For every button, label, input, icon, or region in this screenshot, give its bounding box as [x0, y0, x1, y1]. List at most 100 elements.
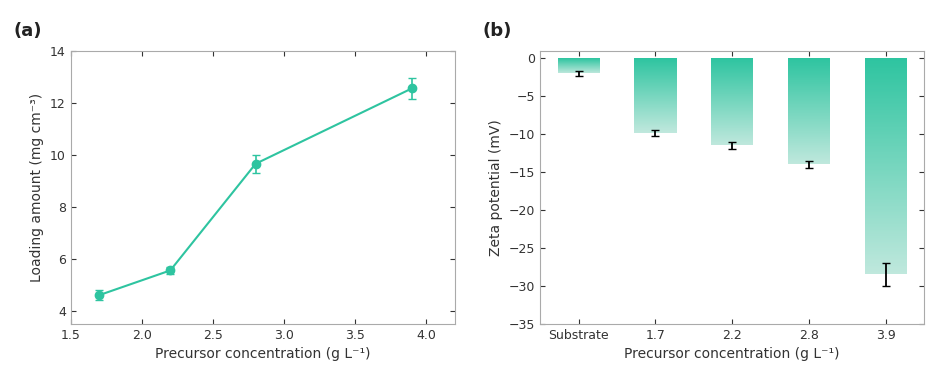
Bar — [864, 204, 906, 205]
Bar — [864, 92, 906, 93]
Bar — [710, 80, 752, 81]
Bar — [864, 60, 906, 62]
Bar — [710, 96, 752, 97]
Bar — [864, 262, 906, 264]
Bar — [787, 107, 829, 108]
Bar — [787, 150, 829, 151]
Bar — [864, 231, 906, 232]
Bar — [710, 62, 752, 63]
Bar — [864, 176, 906, 177]
Bar — [710, 136, 752, 137]
Bar — [864, 120, 906, 121]
Bar — [710, 85, 752, 86]
Bar — [864, 175, 906, 176]
Bar — [864, 115, 906, 117]
Bar — [710, 99, 752, 100]
Bar — [864, 227, 906, 228]
Bar — [787, 111, 829, 112]
Bar — [864, 131, 906, 132]
Bar — [864, 197, 906, 199]
Bar — [864, 71, 906, 72]
Bar — [710, 74, 752, 75]
Bar — [787, 73, 829, 74]
Bar — [710, 110, 752, 111]
Bar — [787, 152, 829, 153]
Bar — [787, 134, 829, 135]
Bar — [787, 99, 829, 100]
X-axis label: Precursor concentration (g L⁻¹): Precursor concentration (g L⁻¹) — [624, 347, 839, 361]
Bar — [710, 126, 752, 127]
Bar — [787, 136, 829, 137]
Bar — [710, 79, 752, 80]
Bar — [787, 104, 829, 105]
Bar — [864, 200, 906, 201]
Bar — [864, 212, 906, 213]
Bar — [864, 190, 906, 191]
Bar — [864, 186, 906, 187]
Bar — [787, 154, 829, 155]
Bar — [864, 109, 906, 110]
Bar — [710, 90, 752, 91]
Bar — [864, 258, 906, 259]
Bar — [864, 253, 906, 254]
Bar — [710, 111, 752, 112]
Bar — [864, 107, 906, 108]
Bar — [864, 81, 906, 82]
Bar — [864, 76, 906, 78]
Bar — [864, 245, 906, 246]
Bar — [864, 84, 906, 85]
Bar — [864, 228, 906, 229]
Bar — [710, 83, 752, 84]
Bar — [864, 153, 906, 154]
Bar — [710, 82, 752, 83]
Bar — [864, 151, 906, 152]
Bar — [864, 106, 906, 107]
Bar — [710, 113, 752, 114]
Bar — [864, 225, 906, 226]
Text: (a): (a) — [13, 22, 42, 40]
Bar — [710, 141, 752, 142]
Bar — [864, 99, 906, 100]
Bar — [787, 114, 829, 115]
Bar — [787, 81, 829, 82]
Bar — [864, 185, 906, 186]
Bar — [864, 80, 906, 81]
Bar — [787, 84, 829, 85]
Bar — [787, 147, 829, 148]
Bar — [864, 141, 906, 142]
Bar — [864, 148, 906, 149]
Bar — [710, 114, 752, 115]
Bar — [787, 90, 829, 91]
Bar — [787, 61, 829, 62]
Bar — [864, 83, 906, 84]
Bar — [864, 82, 906, 83]
Bar — [787, 158, 829, 159]
Bar — [864, 217, 906, 218]
Bar — [710, 67, 752, 68]
Bar — [864, 254, 906, 255]
Bar — [710, 66, 752, 67]
Bar — [864, 126, 906, 127]
Bar — [787, 161, 829, 162]
Bar — [864, 189, 906, 190]
Bar — [864, 206, 906, 207]
Bar — [787, 119, 829, 120]
Bar — [864, 89, 906, 91]
Bar — [864, 145, 906, 146]
Bar — [864, 96, 906, 97]
Bar — [864, 58, 906, 59]
Bar — [864, 93, 906, 94]
Bar — [864, 187, 906, 188]
Bar — [864, 264, 906, 265]
Bar — [864, 241, 906, 242]
Bar — [787, 131, 829, 132]
Bar — [864, 244, 906, 245]
Bar — [787, 145, 829, 146]
X-axis label: Precursor concentration (g L⁻¹): Precursor concentration (g L⁻¹) — [155, 347, 370, 361]
Bar — [864, 163, 906, 164]
Bar — [864, 161, 906, 162]
Bar — [864, 166, 906, 167]
Bar — [710, 65, 752, 66]
Bar — [787, 132, 829, 133]
Bar — [864, 94, 906, 95]
